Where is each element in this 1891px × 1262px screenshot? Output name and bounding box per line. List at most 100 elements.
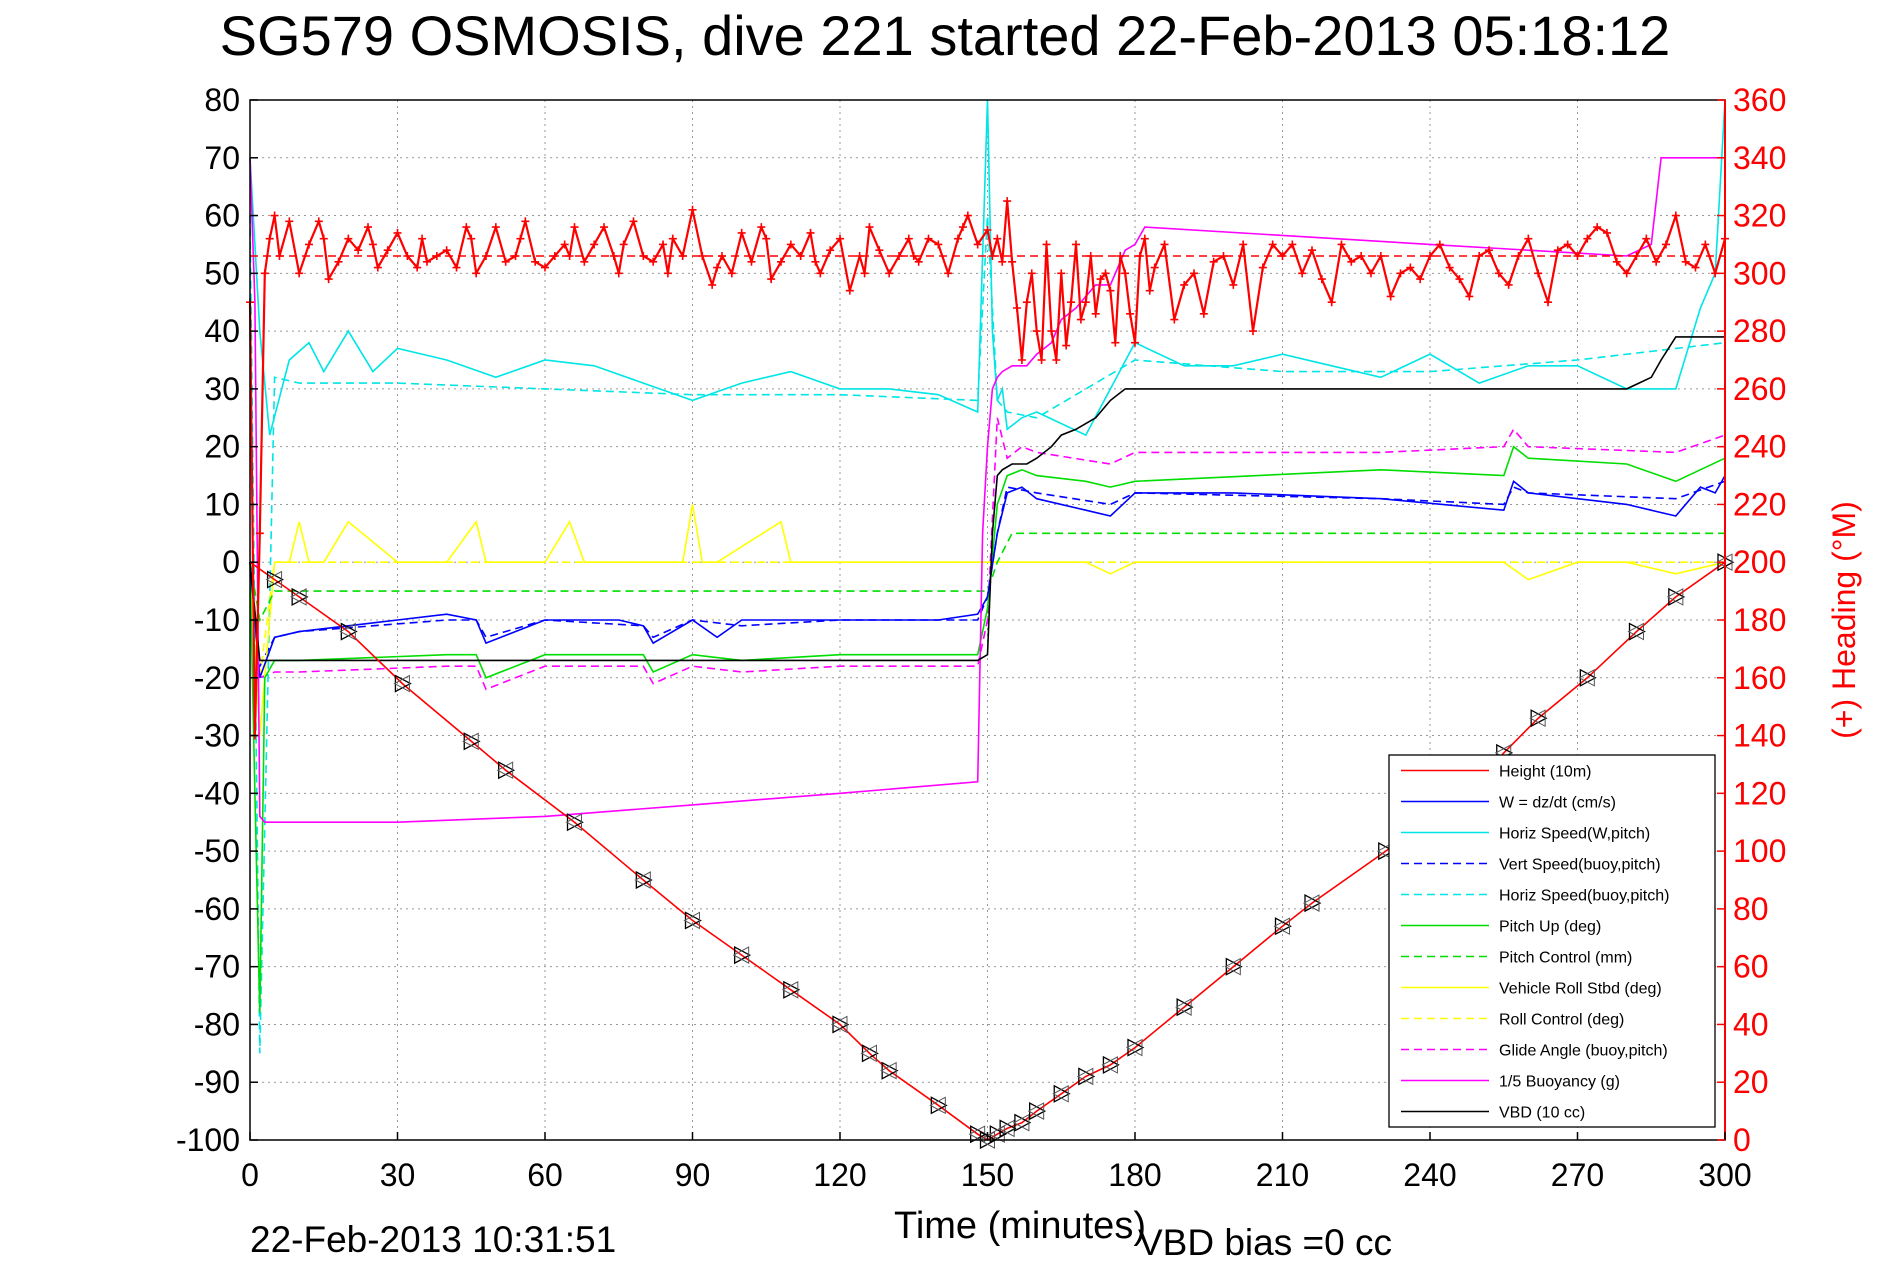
heading-point [1632, 252, 1641, 260]
heading-point [1081, 298, 1090, 307]
heading-point [1308, 246, 1316, 255]
heading-point [467, 234, 476, 243]
y-tick-label: 10 [204, 486, 240, 522]
series-vehicle-roll-stbd-deg [249, 504, 1726, 736]
heading-point [1416, 275, 1425, 284]
heading-point [1485, 246, 1493, 255]
x-tick-label: 180 [1108, 1157, 1161, 1193]
heading-point [963, 211, 972, 220]
depth-marker [1101, 1055, 1120, 1074]
heading-point [319, 234, 328, 243]
y-axis-right-label: (+) Heading (°M) [1826, 501, 1862, 739]
depth-marker [1027, 1102, 1047, 1121]
heading-point [472, 269, 481, 278]
heading-point [1096, 275, 1105, 284]
depth-marker [565, 813, 584, 832]
heading-point [501, 257, 510, 266]
legend-entry: Pitch Control (mm) [1401, 950, 1632, 967]
y-right-tick-label: 220 [1733, 486, 1786, 522]
depth-marker [339, 622, 358, 641]
heading-point [1022, 298, 1031, 307]
y-right-tick-label: 180 [1733, 602, 1786, 638]
y-tick-label: 60 [204, 198, 240, 234]
legend-entry: Roll Control (deg) [1401, 1012, 1624, 1029]
depth-marker [1666, 587, 1686, 606]
heading-point [354, 246, 363, 255]
heading-point [786, 240, 795, 249]
heading-point [285, 217, 294, 226]
heading-point [855, 252, 864, 260]
heading-point [1278, 252, 1287, 260]
depth-marker-left [1076, 1067, 1094, 1086]
heading-point [1057, 269, 1066, 278]
depth-marker-left [265, 570, 283, 589]
depth-marker-left [1224, 957, 1241, 976]
heading-point [762, 234, 771, 243]
y-tick-label: -80 [194, 1006, 240, 1042]
series-layer [249, 99, 1735, 1150]
x-tick-label: 210 [1256, 1157, 1309, 1193]
heading-point [944, 269, 953, 278]
heading-point [875, 246, 884, 255]
y-right-tick-label: 0 [1733, 1122, 1751, 1158]
depth-marker [683, 911, 702, 930]
heading-point [1475, 252, 1484, 260]
heading-point [511, 252, 520, 260]
heading-point [1258, 263, 1267, 272]
depth-marker-left [1027, 1102, 1045, 1120]
heading-point [609, 252, 618, 260]
legend-entry: Horiz Speed(buoy,pitch) [1401, 888, 1669, 905]
heading-point [1671, 211, 1680, 220]
heading-point [1268, 240, 1277, 249]
depth-marker [1125, 1038, 1145, 1057]
y-tick-label: -90 [194, 1064, 240, 1100]
y-tick-label: 50 [204, 255, 240, 291]
heading-point [265, 234, 274, 243]
depth-marker-left [1302, 894, 1320, 912]
depth-marker-left [781, 980, 799, 999]
legend-entry: Vert Speed(buoy,pitch) [1401, 857, 1661, 874]
heading-point [452, 263, 461, 272]
heading-point [1455, 275, 1464, 284]
heading-point [1573, 252, 1582, 260]
heading-point [383, 246, 392, 255]
depth-marker-left [634, 871, 651, 889]
heading-point [1337, 240, 1346, 249]
heading-point [1150, 263, 1159, 272]
x-axis-ticks: 0 30 60 90 120 150 180 210 240 270 300 [241, 1132, 1752, 1193]
heading-point [1219, 252, 1228, 260]
y-axis-right-ticks: 3603403203002802602402202001801601401201… [1717, 82, 1786, 1158]
heading-point [550, 252, 559, 260]
heading-point [1593, 223, 1602, 232]
heading-point [1249, 327, 1257, 336]
depth-marker-left [462, 732, 479, 751]
heading-point [914, 257, 923, 266]
legend-entry: W = dz/dt (cm/s) [1401, 795, 1616, 812]
y-right-tick-label: 360 [1733, 82, 1786, 118]
series-horiz-speed-buoy-pitch [249, 215, 1726, 1054]
depth-marker-left [1666, 588, 1684, 606]
heading-point [1691, 263, 1700, 272]
heading-point [865, 223, 874, 232]
heading-point [1135, 252, 1144, 260]
heading-point [393, 228, 402, 237]
legend-entry: Glide Angle (buoy,pitch) [1401, 1043, 1668, 1060]
heading-point [344, 234, 353, 243]
depth-marker [998, 1119, 1017, 1138]
heading-point [1101, 269, 1110, 278]
y-right-tick-label: 240 [1733, 429, 1786, 465]
heading-point [663, 269, 672, 278]
heading-point [737, 228, 746, 237]
legend-label: Pitch Control (mm) [1499, 950, 1632, 967]
depth-marker [265, 570, 284, 589]
depth-marker [1302, 894, 1322, 913]
x-tick-label: 300 [1698, 1157, 1751, 1193]
heading-point [1160, 240, 1169, 249]
depth-marker [496, 761, 516, 780]
heading-point [998, 257, 1007, 266]
legend-entry: 1/5 Buoyancy (g) [1401, 1074, 1620, 1091]
legend-label: 1/5 Buoyancy (g) [1499, 1074, 1620, 1091]
heading-point [816, 269, 825, 278]
heading-point [1131, 338, 1139, 347]
heading-point [1086, 252, 1095, 260]
